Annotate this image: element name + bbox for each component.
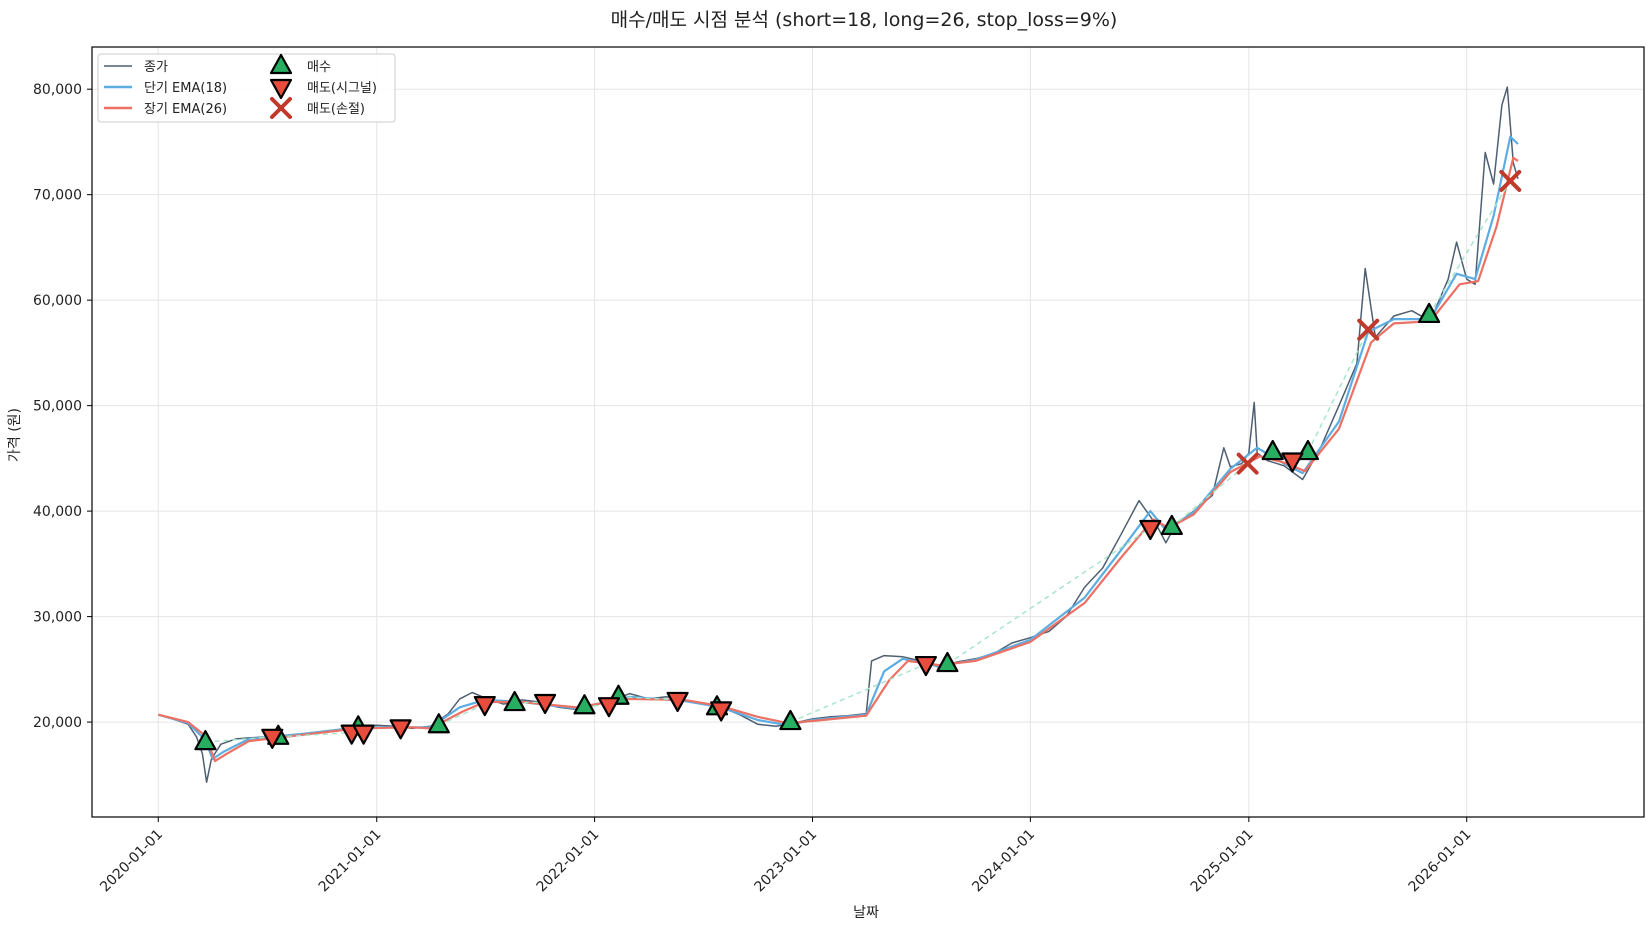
series-line-close [158, 86, 1519, 783]
sell-signal-marker [1281, 452, 1304, 473]
y-axis: 20,000 30,000 40,000 50,000 60,000 70,000 80,0… [33, 82, 92, 731]
y-tick-label: 60,000 [33, 293, 82, 309]
legend-label: 매도(손절) [307, 102, 365, 117]
buy-marker [573, 694, 596, 715]
plot-frame [91, 46, 1645, 818]
markers [194, 169, 1522, 751]
legend-label: 장기 EMA(26) [144, 102, 227, 117]
chart-title: 매수/매도 시점 분석 (short=18, long=26, stop_los… [611, 9, 1118, 31]
sell-signal-marker [1139, 519, 1162, 541]
x-axis: 2020-01-01 2021-01-01 2022-01-01 2023-01-01… [97, 817, 1475, 896]
trade-line [947, 527, 1151, 665]
x-axis-title: 날짜 [853, 905, 879, 921]
legend-box [97, 53, 396, 123]
buy-marker [503, 690, 526, 712]
x-tick-label: 2023-01-01 [751, 827, 820, 896]
x-tick-label: 2020-01-01 [97, 827, 166, 896]
buy-marker [1160, 514, 1183, 536]
trade-line [278, 731, 352, 738]
trade-line [1307, 329, 1369, 453]
buy-marker [1261, 439, 1284, 461]
sell-signal-marker [533, 693, 557, 715]
sell-signal-marker [261, 728, 284, 749]
trade-line [1428, 180, 1511, 316]
y-tick-label: 70,000 [33, 188, 82, 204]
sell-stoploss-marker [1357, 318, 1380, 341]
legend-label: 매수 [307, 60, 331, 75]
y-tick-label: 30,000 [33, 610, 82, 626]
trade-lines [205, 180, 1511, 743]
sell-signal-marker [666, 691, 689, 713]
sell-signal-marker [352, 724, 375, 745]
legend-label: 단기 EMA(18) [144, 81, 227, 96]
series-layer [158, 86, 1519, 783]
y-tick-label: 20,000 [33, 715, 82, 731]
trade-line [618, 696, 678, 701]
trade-line [790, 663, 927, 723]
sell-stoploss-marker [1236, 452, 1259, 475]
sell-stoploss-marker [1499, 169, 1522, 192]
buy-marker [1418, 302, 1441, 324]
legend-label: 매도(시그널) [307, 81, 377, 96]
x-tick-label: 2025-01-01 [1188, 827, 1257, 896]
x-tick-label: 2024-01-01 [969, 827, 1038, 896]
legend-label: 종가 [144, 60, 168, 75]
y-axis-title: 가격 (원) [7, 408, 23, 462]
sell-signal-marker [914, 655, 938, 677]
y-tick-label: 50,000 [33, 399, 82, 415]
sell-signal-marker [710, 701, 733, 722]
legend-swatch-sell-signal [269, 78, 293, 100]
sell-signal-marker [473, 696, 496, 717]
buy-marker [936, 651, 959, 673]
y-tick-label: 40,000 [33, 504, 82, 520]
y-tick-label: 80,000 [33, 82, 82, 98]
grid [92, 47, 1644, 817]
x-tick-label: 2021-01-01 [316, 827, 385, 896]
series-line-ema-short [158, 135, 1519, 761]
buy-marker [194, 730, 217, 751]
trade-line [205, 736, 273, 743]
sell-signal-marker [597, 697, 621, 718]
buy-marker [779, 709, 802, 731]
sell-signal-marker [389, 719, 412, 740]
trade-line [1171, 463, 1249, 528]
legend-swatch-sell-stoploss [270, 97, 292, 119]
x-tick-label: 2022-01-01 [534, 827, 603, 896]
x-tick-label: 2026-01-01 [1406, 827, 1475, 896]
legend-swatch-buy [269, 53, 293, 75]
buy-marker [427, 713, 450, 734]
